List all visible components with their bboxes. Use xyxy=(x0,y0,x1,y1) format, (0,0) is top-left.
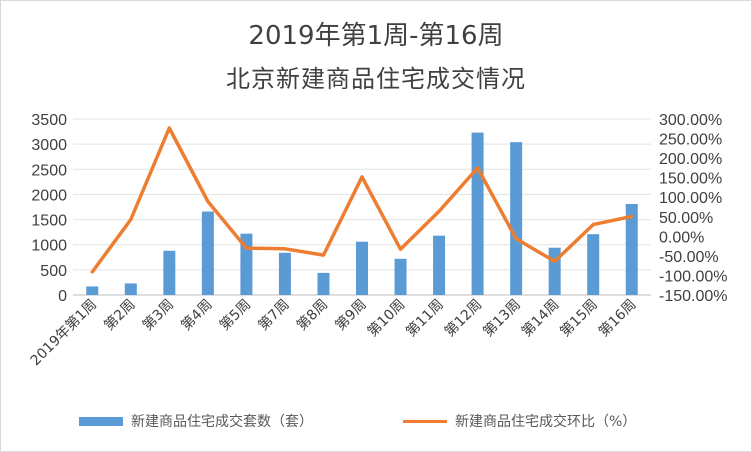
bar xyxy=(278,252,291,295)
x-tick-label: 第7周 xyxy=(255,296,293,334)
legend-bar-swatch xyxy=(79,416,123,426)
bar xyxy=(587,234,600,295)
x-tick-label: 第14周 xyxy=(518,296,562,340)
x-tick-label: 第15周 xyxy=(557,296,601,340)
chart-subtitle: 北京新建商品住宅成交情况 xyxy=(226,65,526,93)
bar xyxy=(86,286,99,295)
x-tick-label: 第12周 xyxy=(441,296,485,340)
y-right-tick-label: -150.00% xyxy=(659,288,728,305)
legend-item-line: 新建商品住宅成交环比（%） xyxy=(403,411,636,431)
legend-bar-label: 新建商品住宅成交套数（套） xyxy=(131,414,313,430)
y-right-tick-label: -100.00% xyxy=(659,268,728,285)
bar xyxy=(433,235,446,295)
y-left-tick-label: 1500 xyxy=(31,213,67,230)
bar xyxy=(124,283,137,295)
y-left-tick-label: 3500 xyxy=(31,112,67,129)
y-right-tick-label: 300.00% xyxy=(659,112,722,129)
x-tick-label: 第11周 xyxy=(402,296,446,340)
x-tick-label: 第16周 xyxy=(595,296,639,340)
y-right-tick-label: 50.00% xyxy=(659,210,713,227)
legend-line-swatch xyxy=(403,419,447,423)
x-tick-label: 第5周 xyxy=(216,296,254,334)
y-left-tick-label: 0 xyxy=(58,288,67,305)
x-tick-label: 2019年第1周 xyxy=(27,296,100,369)
y-left-tick-label: 500 xyxy=(40,263,67,280)
bar xyxy=(510,142,523,295)
legend-line-label: 新建商品住宅成交环比（%） xyxy=(455,414,637,430)
x-tick-label: 第3周 xyxy=(139,296,177,334)
bar xyxy=(356,241,368,295)
y-left-tick-label: 1000 xyxy=(31,238,67,255)
y-right-tick-label: 250.00% xyxy=(659,132,722,149)
x-tick-label: 第13周 xyxy=(480,296,524,340)
bar xyxy=(625,203,638,295)
y-left-tick-label: 3000 xyxy=(31,137,67,154)
bar xyxy=(471,132,484,295)
y-right-tick-label: 150.00% xyxy=(659,171,722,188)
legend-item-bar: 新建商品住宅成交套数（套） xyxy=(79,411,313,431)
y-left-tick-label: 2000 xyxy=(31,187,67,204)
y-left-tick-label: 2500 xyxy=(31,162,67,179)
y-right-tick-label: -50.00% xyxy=(659,249,719,266)
bar xyxy=(317,272,330,295)
y-right-tick-label: 0.00% xyxy=(659,229,704,246)
bar xyxy=(394,258,407,295)
x-tick-label: 第10周 xyxy=(364,296,408,340)
x-tick-label: 第4周 xyxy=(178,296,216,334)
x-tick-label: 第8周 xyxy=(293,296,331,334)
y-right-tick-label: 200.00% xyxy=(659,151,722,168)
bar xyxy=(201,211,214,295)
bar xyxy=(163,250,176,295)
chart-title: 2019年第1周-第16周 xyxy=(248,21,504,51)
bar xyxy=(548,247,561,295)
y-right-tick-label: 100.00% xyxy=(659,190,722,207)
x-tick-label: 第2周 xyxy=(100,296,138,334)
series-line xyxy=(90,126,634,274)
